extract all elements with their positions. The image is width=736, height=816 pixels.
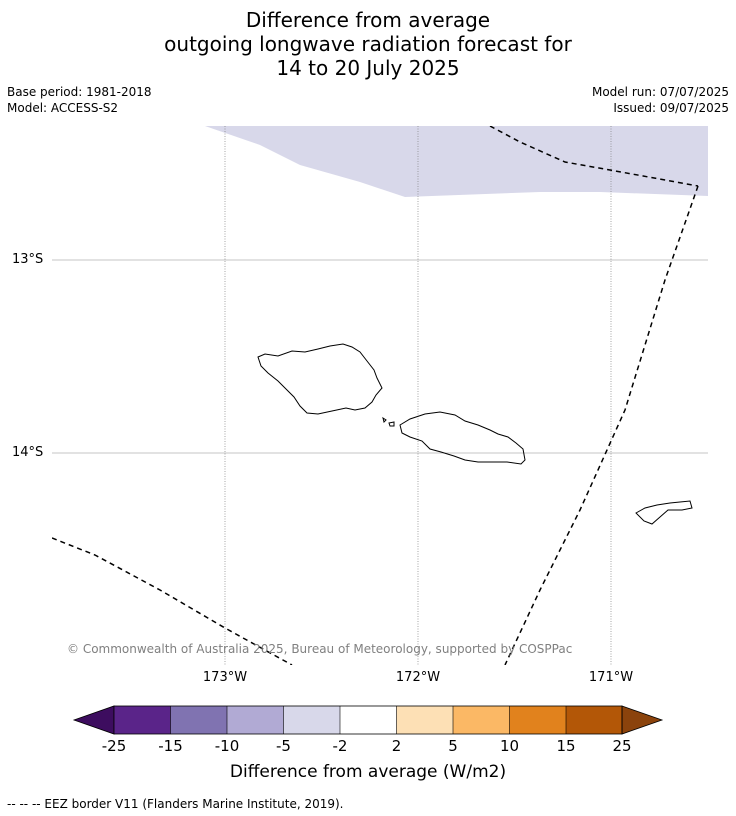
base-period: Base period: 1981-2018 (7, 85, 152, 99)
colorbar-tick-label: 2 (391, 737, 402, 755)
manono-island (388, 421, 395, 427)
model-run: Model run: 07/07/2025 (591, 85, 729, 99)
title-line-2: outgoing longwave radiation forecast for (164, 32, 572, 56)
colorbar-bin (453, 706, 510, 734)
upolu-island (399, 411, 526, 465)
copyright-notice: © Commonwealth of Australia 2025, Bureau… (67, 642, 573, 656)
title-line-1: Difference from average (245, 8, 491, 32)
colorbar-bin (227, 706, 284, 734)
colorbar-under-arrow (72, 705, 115, 735)
lon-label-173w: 173°W (202, 670, 248, 685)
eez-border-southwest (52, 537, 293, 665)
colorbar-tick-label: -15 (158, 737, 183, 755)
colorbar (72, 705, 664, 735)
meta-left: Base period: 1981-2018 Model: ACCESS-S2 (7, 84, 152, 116)
colorbar-tick-label: 15 (556, 737, 576, 755)
colorbar-tick-label: 5 (448, 737, 458, 755)
tutuila-island (635, 500, 693, 525)
colorbar-tick-label: -25 (101, 737, 127, 755)
colorbar-bin (509, 706, 566, 734)
issued-date: Issued: 09/07/2025 (613, 101, 729, 115)
olr-anomaly-region (205, 126, 708, 197)
apolima-island (382, 416, 387, 423)
colorbar-over-arrow (621, 705, 664, 735)
lat-label-13s: 13°S (12, 252, 44, 267)
savaii-island (257, 343, 383, 415)
eez-border-east (504, 185, 699, 665)
model-name: Model: ACCESS-S2 (7, 101, 119, 115)
chart-title: Difference from average outgoing longwav… (0, 8, 736, 80)
colorbar-frame (113, 705, 623, 735)
lon-label-172w: 172°W (395, 670, 441, 685)
colorbar-bin (396, 706, 453, 734)
colorbar-tick-label: -5 (276, 737, 291, 755)
eez-footnote: -- -- -- EEZ border V11 (Flanders Marine… (7, 797, 344, 811)
colorbar-tick-label: -10 (214, 737, 240, 755)
eez-border-north (489, 126, 699, 187)
colorbar-dividers (170, 706, 567, 734)
colorbar-tick-label: 10 (499, 737, 520, 755)
map-area (52, 126, 708, 665)
colorbar-tick-label: 25 (612, 737, 632, 755)
title-line-3: 14 to 20 July 2025 (276, 56, 460, 80)
colorbar-tick-label: -2 (332, 737, 348, 755)
meta-right: Model run: 07/07/2025 Issued: 09/07/2025 (592, 84, 729, 116)
colorbar-title: Difference from average (W/m2) (229, 762, 507, 782)
lat-label-14s: 14°S (12, 445, 44, 460)
lon-label-171w: 171°W (588, 670, 634, 685)
colorbar-bin (114, 706, 171, 734)
colorbar-bin (283, 706, 340, 734)
colorbar-bin (340, 706, 397, 734)
colorbar-bin (170, 706, 227, 734)
colorbar-bin (566, 706, 622, 734)
